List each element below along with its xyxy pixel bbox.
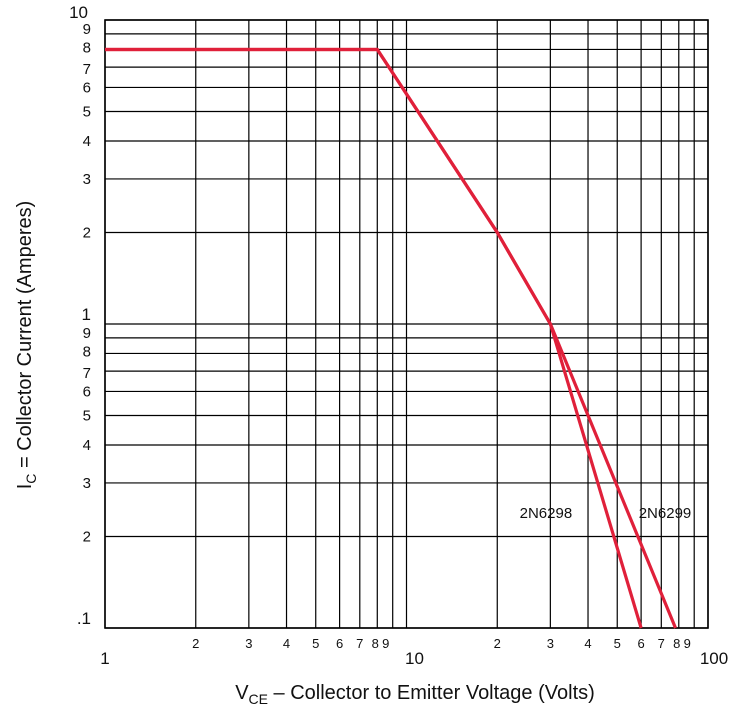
y-tick-label: 9 xyxy=(83,325,91,342)
y-axis-title: IC = Collector Current (Amperes) xyxy=(14,201,39,490)
y-axis-title-rest: = Collector Current (Amperes) xyxy=(14,201,36,474)
x-tick-label: 9 xyxy=(684,636,691,651)
x-tick-label: 9 xyxy=(382,636,389,651)
y-tick-label: 7 xyxy=(83,61,91,78)
series-layer xyxy=(105,47,677,629)
x-tick-label: 8 xyxy=(673,636,680,651)
x-tick-label: 100 xyxy=(700,649,728,668)
y-tick-label: 8 xyxy=(83,39,91,56)
y-tick-label: 1 xyxy=(82,305,91,324)
x-tick-label: 8 xyxy=(372,636,379,651)
series-line-2n6299 xyxy=(105,47,677,629)
x-tick-label: 5 xyxy=(312,636,319,651)
x-axis-title-sub: CE xyxy=(249,691,268,707)
x-tick-label: 3 xyxy=(245,636,252,651)
y-tick-label: .1 xyxy=(77,609,91,628)
x-axis-title: VCE – Collector to Emitter Voltage (Volt… xyxy=(235,682,595,707)
x-tick-label: 2 xyxy=(192,636,199,651)
x-tick-label: 6 xyxy=(336,636,343,651)
x-axis-title-rest: – Collector to Emitter Voltage (Volts) xyxy=(268,682,595,704)
grid xyxy=(104,19,709,629)
y-tick-label: 5 xyxy=(83,408,91,425)
y-axis-title-sub: C xyxy=(23,474,39,484)
x-tick-label: 3 xyxy=(547,636,554,651)
y-tick-label: 7 xyxy=(83,365,91,382)
x-tick-label: 1 xyxy=(100,649,109,668)
y-tick-label: 2 xyxy=(83,224,91,241)
series-label-2n6299: 2N6299 xyxy=(639,505,692,522)
x-tick-label: 10 xyxy=(405,649,424,668)
series-label-2n6298: 2N6298 xyxy=(520,505,573,522)
y-tick-label: 10 xyxy=(69,3,88,22)
y-tick-label: 6 xyxy=(83,383,91,400)
y-tick-label: 3 xyxy=(83,475,91,492)
x-tick-label: 4 xyxy=(283,636,290,651)
y-tick-label: 5 xyxy=(83,104,91,121)
y-tick-label: 6 xyxy=(83,79,91,96)
y-tick-label: 4 xyxy=(83,133,91,150)
y-tick-label: 2 xyxy=(83,528,91,545)
x-tick-label: 5 xyxy=(614,636,621,651)
y-axis-title-main: I xyxy=(14,484,36,490)
x-tick-label: 4 xyxy=(584,636,591,651)
x-tick-label: 2 xyxy=(494,636,501,651)
y-tick-label: 3 xyxy=(83,171,91,188)
y-tick-label: 9 xyxy=(83,21,91,38)
x-tick-label: 7 xyxy=(658,636,665,651)
x-tick-label: 7 xyxy=(356,636,363,651)
x-axis-title-main: V xyxy=(235,682,249,704)
y-tick-label: 8 xyxy=(83,343,91,360)
plot-frame xyxy=(104,19,709,629)
y-tick-label: 4 xyxy=(83,437,91,454)
x-tick-label: 6 xyxy=(637,636,644,651)
annotations: 2N6298 2N6299 xyxy=(520,505,692,522)
